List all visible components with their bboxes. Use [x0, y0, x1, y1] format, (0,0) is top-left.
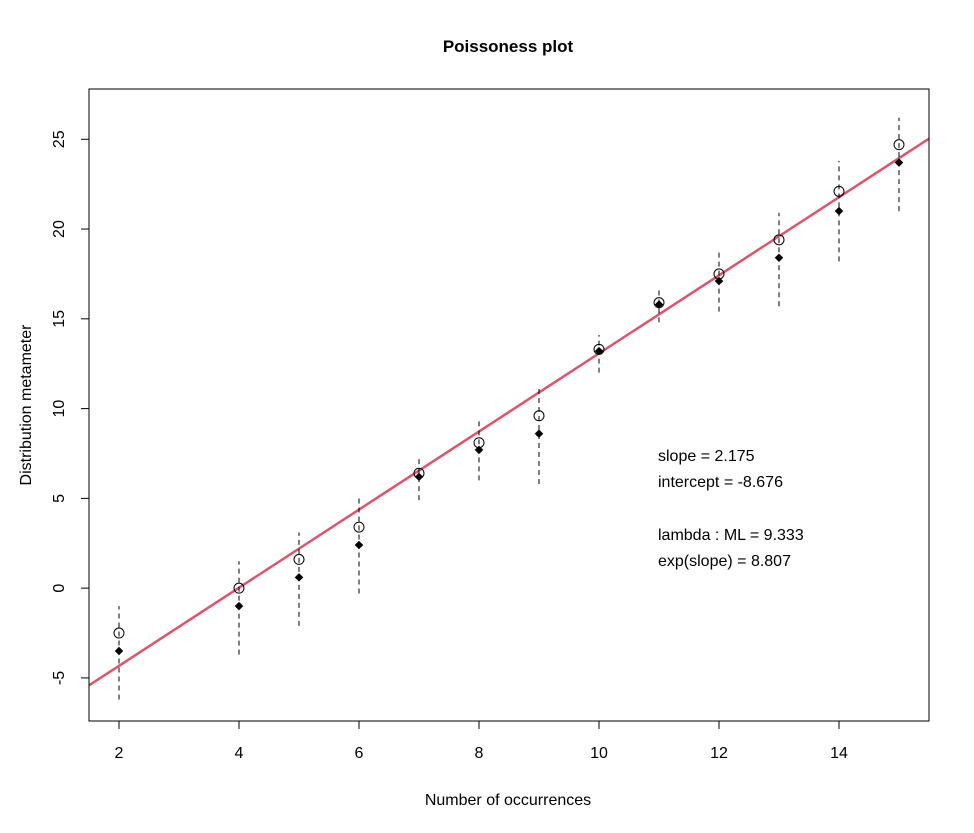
- plot-frame: [88, 88, 930, 722]
- y-tick-label: 10: [51, 400, 68, 418]
- y-axis-label: Distribution metameter: [18, 324, 35, 486]
- x-tick-label: 10: [590, 745, 608, 762]
- x-tick-label: 2: [115, 745, 124, 762]
- y-tick-label: 5: [51, 494, 68, 503]
- y-tick-label: 15: [51, 310, 68, 328]
- filled-diamond-point: [894, 158, 904, 167]
- slope-annotation: slope = 2.175: [658, 448, 755, 465]
- x-tick-label: 12: [710, 745, 728, 762]
- x-tick-label: 6: [355, 745, 364, 762]
- x-axis-label: Number of occurrences: [425, 792, 591, 809]
- intercept-annotation: intercept = -8.676: [658, 474, 783, 491]
- filled-diamond-point: [234, 601, 244, 611]
- filled-diamond-point: [774, 253, 784, 263]
- filled-diamond-point: [594, 346, 604, 356]
- y-tick-label: -5: [51, 671, 68, 685]
- chart-title: Poissoness plot: [443, 37, 574, 56]
- filled-diamond-point: [714, 276, 724, 286]
- exp-slope-annotation: exp(slope) = 8.807: [658, 553, 791, 570]
- open-circle-point: [233, 582, 245, 594]
- filled-diamond-point: [534, 429, 544, 439]
- y-tick-label: 25: [51, 130, 68, 148]
- open-circle-point: [353, 521, 365, 533]
- filled-diamond-point: [834, 206, 844, 216]
- x-tick-label: 4: [235, 745, 244, 762]
- open-circle-point: [893, 139, 905, 151]
- fit-annotations: slope = 2.175 intercept = -8.676 lambda …: [658, 448, 804, 570]
- filled-diamond-point: [354, 540, 364, 550]
- filled-diamond-point: [654, 300, 664, 309]
- lambda-ml-annotation: lambda : ML = 9.333: [658, 527, 804, 544]
- filled-diamond-point: [294, 573, 304, 582]
- open-circle-point: [113, 627, 125, 639]
- y-tick-label: 0: [51, 584, 68, 593]
- open-circle-point: [833, 185, 845, 197]
- fit-line: [89, 137, 929, 687]
- x-tick-label: 8: [475, 745, 484, 762]
- y-axis: -5 0 5 10 15 20 25: [51, 130, 89, 685]
- x-axis: 2 4 6 8 10 12 14: [115, 721, 848, 762]
- filled-diamond-point: [474, 445, 484, 455]
- open-circle-point: [293, 553, 305, 565]
- x-tick-label: 14: [830, 745, 848, 762]
- filled-diamond-point: [114, 646, 124, 656]
- y-tick-label: 20: [51, 220, 68, 238]
- open-circle-point: [533, 410, 545, 422]
- filled-diamond-point: [414, 472, 424, 482]
- open-circle-point: [773, 234, 785, 246]
